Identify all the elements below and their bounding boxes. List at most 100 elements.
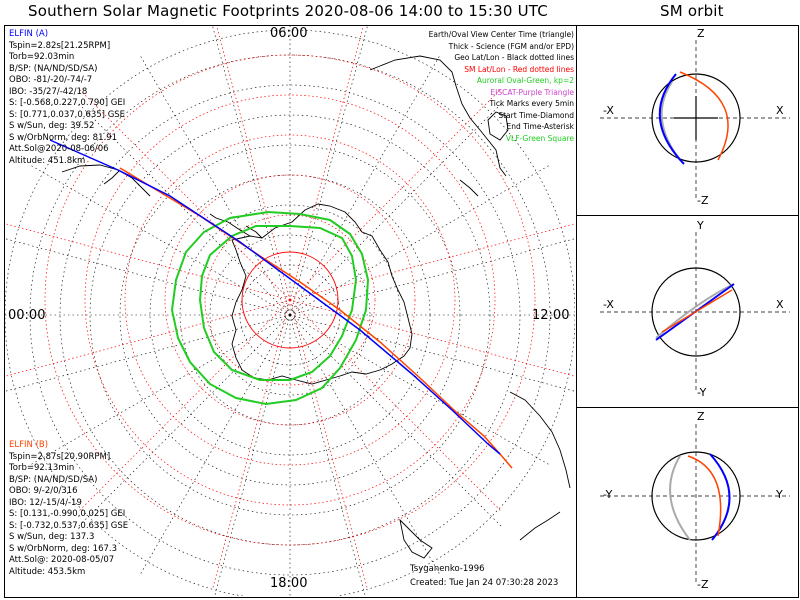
elfin-a-name: ELFIN (A) <box>9 29 49 39</box>
earth-circle <box>651 73 741 163</box>
legend-entry: VLF-Green Square <box>505 133 574 143</box>
geo-meridian <box>289 314 441 575</box>
hour-label-top: 06:00 <box>270 26 308 41</box>
model-label: Tsyganenko-1996 <box>410 564 485 574</box>
elfin-a-info: ELFIN (A) Tspin=2.82s[21.25RPM] Torb=92.0… <box>9 29 125 167</box>
orbit-plot-xy <box>600 232 790 392</box>
geo-circle <box>209 234 371 396</box>
orbit2-left-label: -X <box>603 298 614 311</box>
legend-entry: EISCAT-Purple Triangle <box>490 87 574 97</box>
elfin-a-info-line: S: [0.771,0.037,0.635] GSE <box>9 109 126 120</box>
legend-entry: Start Time-Diamond <box>498 110 574 120</box>
earth-circle <box>651 451 741 541</box>
orbit1-bottom-label: -Z <box>697 194 709 207</box>
madagascar-coast <box>487 111 509 141</box>
geo-meridian <box>289 314 575 392</box>
elfin-a-orbit <box>658 73 685 165</box>
geo-meridian <box>289 314 366 596</box>
orbit2-right-label: X <box>776 298 784 311</box>
orbit2-top-label: Y <box>697 219 704 232</box>
elfin-a-info-line: IBO: -35/27/-42/18 <box>9 86 88 97</box>
elfin-a-info-line: S w/Sun, deg: 39.52 <box>9 121 95 131</box>
elfin-a-info-line: B/SP: (NA/ND/SD/SA) <box>9 63 98 74</box>
orbit3-right-label: Y <box>776 488 783 501</box>
geo-circle <box>29 54 551 576</box>
elfin-b-name: ELFIN (B) <box>9 440 49 450</box>
auroral-oval-outer <box>170 210 370 406</box>
sm-circle <box>164 174 416 426</box>
elfin-b-info-line: B/SP: (NA/ND/SD/SA) <box>9 474 98 485</box>
map-legend: Earth/Oval View Center Time (triangle) Th… <box>429 29 574 144</box>
legend-entry: Geo Lat/Lon - Black dotted lines <box>454 53 574 62</box>
geo-meridian <box>77 102 291 316</box>
geo-meridian <box>139 314 291 575</box>
geo-meridian <box>30 164 291 316</box>
elfin-a-info-line: Att.Sol@2020-08-06/06 <box>9 144 109 154</box>
elfin-b-info-line: S: [-0.732,0.537,0.635] GSE <box>9 520 129 531</box>
geo-longitude-lines <box>5 26 575 596</box>
orbit3-top-label: Z <box>697 410 705 423</box>
created-label: Created: Tue Jan 24 07:30:28 2023 <box>410 578 559 588</box>
elfin-b-info-line: S: [0.131,-0.990,0.025] GEI <box>9 509 126 519</box>
orbit-panel-xz <box>576 25 799 217</box>
hour-label-bottom: 18:00 <box>270 576 308 591</box>
geo-meridian <box>289 26 368 316</box>
orbit1-top-label: Z <box>697 27 705 40</box>
orbit2-bottom-label: -Y <box>697 386 707 399</box>
elfin-b-orbit <box>679 71 729 161</box>
geo-meridian <box>289 314 550 466</box>
geo-circle <box>179 204 401 426</box>
elfin-a-info-line: Torb=92.03min <box>9 52 75 62</box>
elfin-b-info-line: Att.Sol@: 2020-08-05/07 <box>9 555 115 565</box>
legend-entry: Tick Marks every 5min <box>489 99 574 108</box>
geo-meridian <box>77 314 291 528</box>
geo-circle <box>119 144 461 486</box>
geo-meridian <box>289 102 503 316</box>
earth-circle <box>651 267 741 357</box>
elfin-a-info-line: S w/OrbNorm, deg: 81.91 <box>9 132 118 143</box>
orbit1-right-label: X <box>776 104 784 117</box>
africa-coast <box>369 55 507 197</box>
sm-circle <box>241 251 339 349</box>
antarctica-coastline <box>231 203 413 385</box>
elfin-b-info-line: Tspin=2.87s[20.90RPM] <box>9 451 111 462</box>
geo-circle <box>89 114 491 516</box>
sm-circle <box>44 54 536 546</box>
geo-meridian <box>214 314 291 596</box>
legend-entry: End Time-Asterisk <box>506 122 574 131</box>
new-zealand-coast <box>399 518 433 559</box>
geo-meridian <box>5 314 291 392</box>
sm-circle <box>84 94 496 506</box>
orbit1-left-label: -X <box>603 104 614 117</box>
plot-title: Southern Solar Magnetic Footprints 2020-… <box>28 2 548 20</box>
legend-entry: Thick - Science (FGM and/or EPD) <box>448 41 574 51</box>
australia-coast <box>509 391 571 541</box>
elfin-b-info-line: S w/Sun, deg: 137.3 <box>9 532 95 542</box>
elfin-a-info-line: Tspin=2.82s[21.25RPM] <box>9 40 111 51</box>
elfin-a-info-line: S: [-0.568,0.227,0.790] GEI <box>9 98 126 108</box>
geo-meridian <box>139 55 291 316</box>
orbit3-bottom-label: -Z <box>697 578 709 591</box>
elfin-b-orbit <box>661 289 733 333</box>
orbit-plot-yz <box>600 424 790 584</box>
elfin-b-info-line: IBO: 12/-15/4/-19 <box>9 497 82 508</box>
elfin-b-info: ELFIN (B) Tspin=2.87s[20.90RPM] Torb=92.1… <box>9 440 128 578</box>
hour-label-left: 00:00 <box>8 308 46 323</box>
elfin-a-footprint-track <box>49 139 501 455</box>
sm-circle <box>124 134 456 466</box>
legend-entry: Earth/Oval View Center Time (triangle) <box>428 30 574 39</box>
elfin-a-info-line: Altitude: 451.8km <box>9 155 86 166</box>
elfin-b-info-line: S w/OrbNorm, deg: 167.3 <box>9 543 118 554</box>
geo-meridian <box>30 314 291 466</box>
geo-meridian <box>289 55 441 316</box>
hour-label-right: 12:00 <box>532 308 570 323</box>
elfin-a-info-line: OBO: -81/-20/-74/-7 <box>9 75 93 85</box>
sm-latitude-circles <box>44 54 536 546</box>
geo-meridian <box>289 314 503 528</box>
orbit-trace-gray <box>669 455 691 541</box>
sm-circle <box>204 214 376 386</box>
elfin-b-info-line: Altitude: 453.5km <box>9 566 86 577</box>
elfin-b-info-line: Torb=92.13min <box>9 463 75 473</box>
elfin-b-orbit <box>687 455 722 537</box>
